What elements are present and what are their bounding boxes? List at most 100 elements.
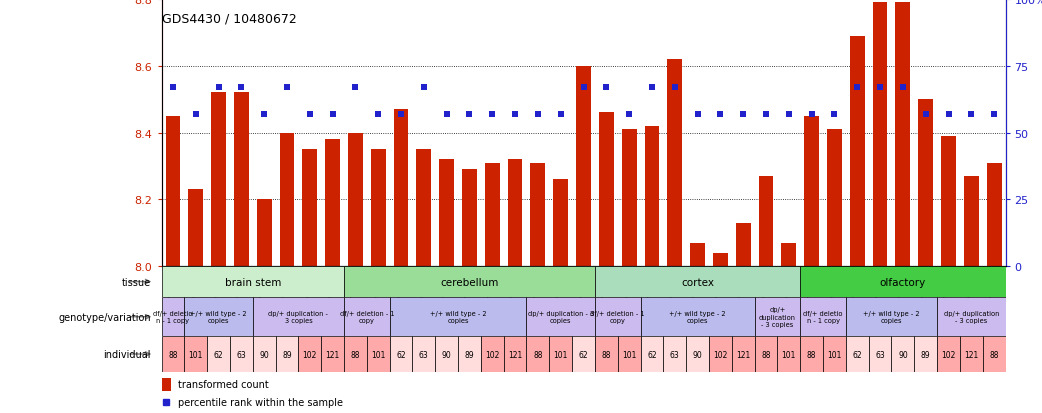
Bar bbox=[344, 266, 595, 297]
Bar bbox=[253, 337, 275, 372]
Bar bbox=[275, 337, 298, 372]
Text: df/+ deletio
n - 1 copy: df/+ deletio n - 1 copy bbox=[803, 310, 843, 324]
Bar bbox=[417, 150, 431, 266]
Bar bbox=[800, 266, 1006, 297]
Bar bbox=[458, 337, 480, 372]
Bar bbox=[162, 266, 344, 297]
Bar bbox=[367, 337, 390, 372]
Text: 101: 101 bbox=[553, 350, 568, 358]
Bar bbox=[667, 60, 683, 266]
Text: dp/+ duplication
- 3 copies: dp/+ duplication - 3 copies bbox=[944, 310, 999, 324]
Bar bbox=[526, 297, 595, 337]
Text: transformed count: transformed count bbox=[178, 380, 269, 389]
Bar bbox=[736, 223, 750, 266]
Text: GDS4430 / 10480672: GDS4430 / 10480672 bbox=[162, 12, 296, 25]
Bar bbox=[530, 163, 545, 266]
Bar bbox=[687, 337, 709, 372]
Bar bbox=[184, 337, 207, 372]
Bar bbox=[207, 337, 230, 372]
Text: 88: 88 bbox=[534, 350, 543, 358]
Text: dp/+ duplication -
3 copies: dp/+ duplication - 3 copies bbox=[269, 310, 328, 324]
Text: cortex: cortex bbox=[681, 277, 714, 287]
Bar bbox=[892, 337, 914, 372]
Bar bbox=[782, 243, 796, 266]
Bar bbox=[166, 116, 180, 266]
Text: 63: 63 bbox=[875, 350, 885, 358]
Text: 102: 102 bbox=[302, 350, 317, 358]
Text: 101: 101 bbox=[371, 350, 386, 358]
Text: cerebellum: cerebellum bbox=[441, 277, 499, 287]
Bar bbox=[390, 297, 526, 337]
Bar bbox=[618, 337, 641, 372]
Bar bbox=[576, 66, 591, 266]
Text: 88: 88 bbox=[351, 350, 361, 358]
Bar bbox=[804, 116, 819, 266]
Bar bbox=[390, 337, 413, 372]
Text: 90: 90 bbox=[693, 350, 702, 358]
Text: 63: 63 bbox=[670, 350, 679, 358]
Text: 62: 62 bbox=[647, 350, 656, 358]
Bar bbox=[325, 140, 340, 266]
Bar bbox=[964, 176, 978, 266]
Bar bbox=[827, 130, 842, 266]
Bar bbox=[754, 337, 777, 372]
Bar bbox=[234, 93, 249, 266]
Text: 90: 90 bbox=[442, 350, 451, 358]
Bar bbox=[212, 93, 226, 266]
Bar bbox=[462, 170, 477, 266]
Text: 88: 88 bbox=[601, 350, 611, 358]
Bar bbox=[622, 130, 637, 266]
Bar bbox=[553, 180, 568, 266]
Text: olfactory: olfactory bbox=[879, 277, 926, 287]
Text: 88: 88 bbox=[807, 350, 816, 358]
Text: 121: 121 bbox=[325, 350, 340, 358]
Text: 62: 62 bbox=[852, 350, 862, 358]
Bar bbox=[526, 337, 549, 372]
Text: 90: 90 bbox=[898, 350, 908, 358]
Bar bbox=[664, 337, 687, 372]
Text: 121: 121 bbox=[736, 350, 750, 358]
Text: individual: individual bbox=[103, 349, 151, 359]
Bar bbox=[869, 337, 892, 372]
Bar bbox=[184, 297, 253, 337]
Text: 90: 90 bbox=[259, 350, 269, 358]
Text: 88: 88 bbox=[989, 350, 999, 358]
Bar bbox=[713, 253, 727, 266]
Bar bbox=[595, 297, 641, 337]
Bar bbox=[298, 337, 321, 372]
Text: 88: 88 bbox=[762, 350, 771, 358]
Bar bbox=[914, 337, 937, 372]
Text: genotype/variation: genotype/variation bbox=[58, 312, 151, 322]
Text: 101: 101 bbox=[782, 350, 796, 358]
Bar bbox=[599, 113, 614, 266]
Bar bbox=[937, 297, 1006, 337]
Bar bbox=[846, 297, 937, 337]
Bar bbox=[344, 297, 390, 337]
Text: 89: 89 bbox=[282, 350, 292, 358]
Text: 101: 101 bbox=[827, 350, 842, 358]
Bar bbox=[371, 150, 386, 266]
Bar bbox=[344, 337, 367, 372]
Bar bbox=[189, 190, 203, 266]
Bar bbox=[895, 3, 911, 266]
Text: +/+ wild type - 2
copies: +/+ wild type - 2 copies bbox=[863, 310, 920, 324]
Text: 62: 62 bbox=[578, 350, 589, 358]
Bar bbox=[918, 100, 933, 266]
Bar bbox=[987, 163, 1001, 266]
Text: 121: 121 bbox=[964, 350, 978, 358]
Bar bbox=[823, 337, 846, 372]
Text: 89: 89 bbox=[921, 350, 931, 358]
Text: 121: 121 bbox=[507, 350, 522, 358]
Text: 88: 88 bbox=[168, 350, 178, 358]
Bar bbox=[731, 337, 754, 372]
Text: +/+ wild type - 2
copies: +/+ wild type - 2 copies bbox=[191, 310, 247, 324]
Bar bbox=[162, 337, 184, 372]
Bar bbox=[641, 297, 754, 337]
Bar bbox=[394, 110, 408, 266]
Bar bbox=[754, 297, 800, 337]
Text: 102: 102 bbox=[941, 350, 956, 358]
Text: +/+ wild type - 2
copies: +/+ wild type - 2 copies bbox=[429, 310, 487, 324]
Text: 102: 102 bbox=[713, 350, 727, 358]
Bar bbox=[480, 337, 503, 372]
Text: 62: 62 bbox=[396, 350, 405, 358]
